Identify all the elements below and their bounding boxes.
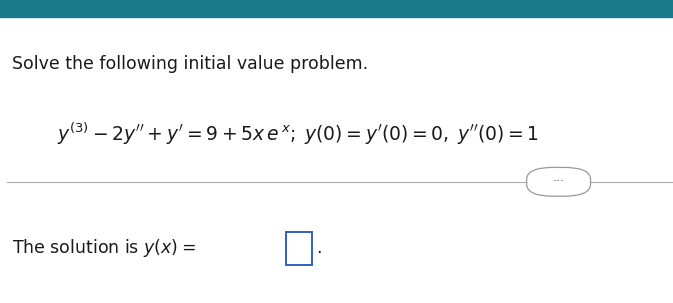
Text: $y^{(3)} - 2y'' + y' = 9 + 5x\,e^{\,x}$$;\; y(0) = y'(0) = 0,\; y''(0) = 1$: $y^{(3)} - 2y'' + y' = 9 + 5x\,e^{\,x}$$… xyxy=(57,121,539,147)
FancyBboxPatch shape xyxy=(0,0,673,17)
Text: ···: ··· xyxy=(553,175,565,188)
FancyBboxPatch shape xyxy=(526,167,591,196)
Text: Solve the following initial value problem.: Solve the following initial value proble… xyxy=(12,55,368,72)
FancyBboxPatch shape xyxy=(286,232,312,265)
Text: .: . xyxy=(316,239,321,258)
Text: The solution is $y(x) =$: The solution is $y(x) =$ xyxy=(12,238,196,259)
